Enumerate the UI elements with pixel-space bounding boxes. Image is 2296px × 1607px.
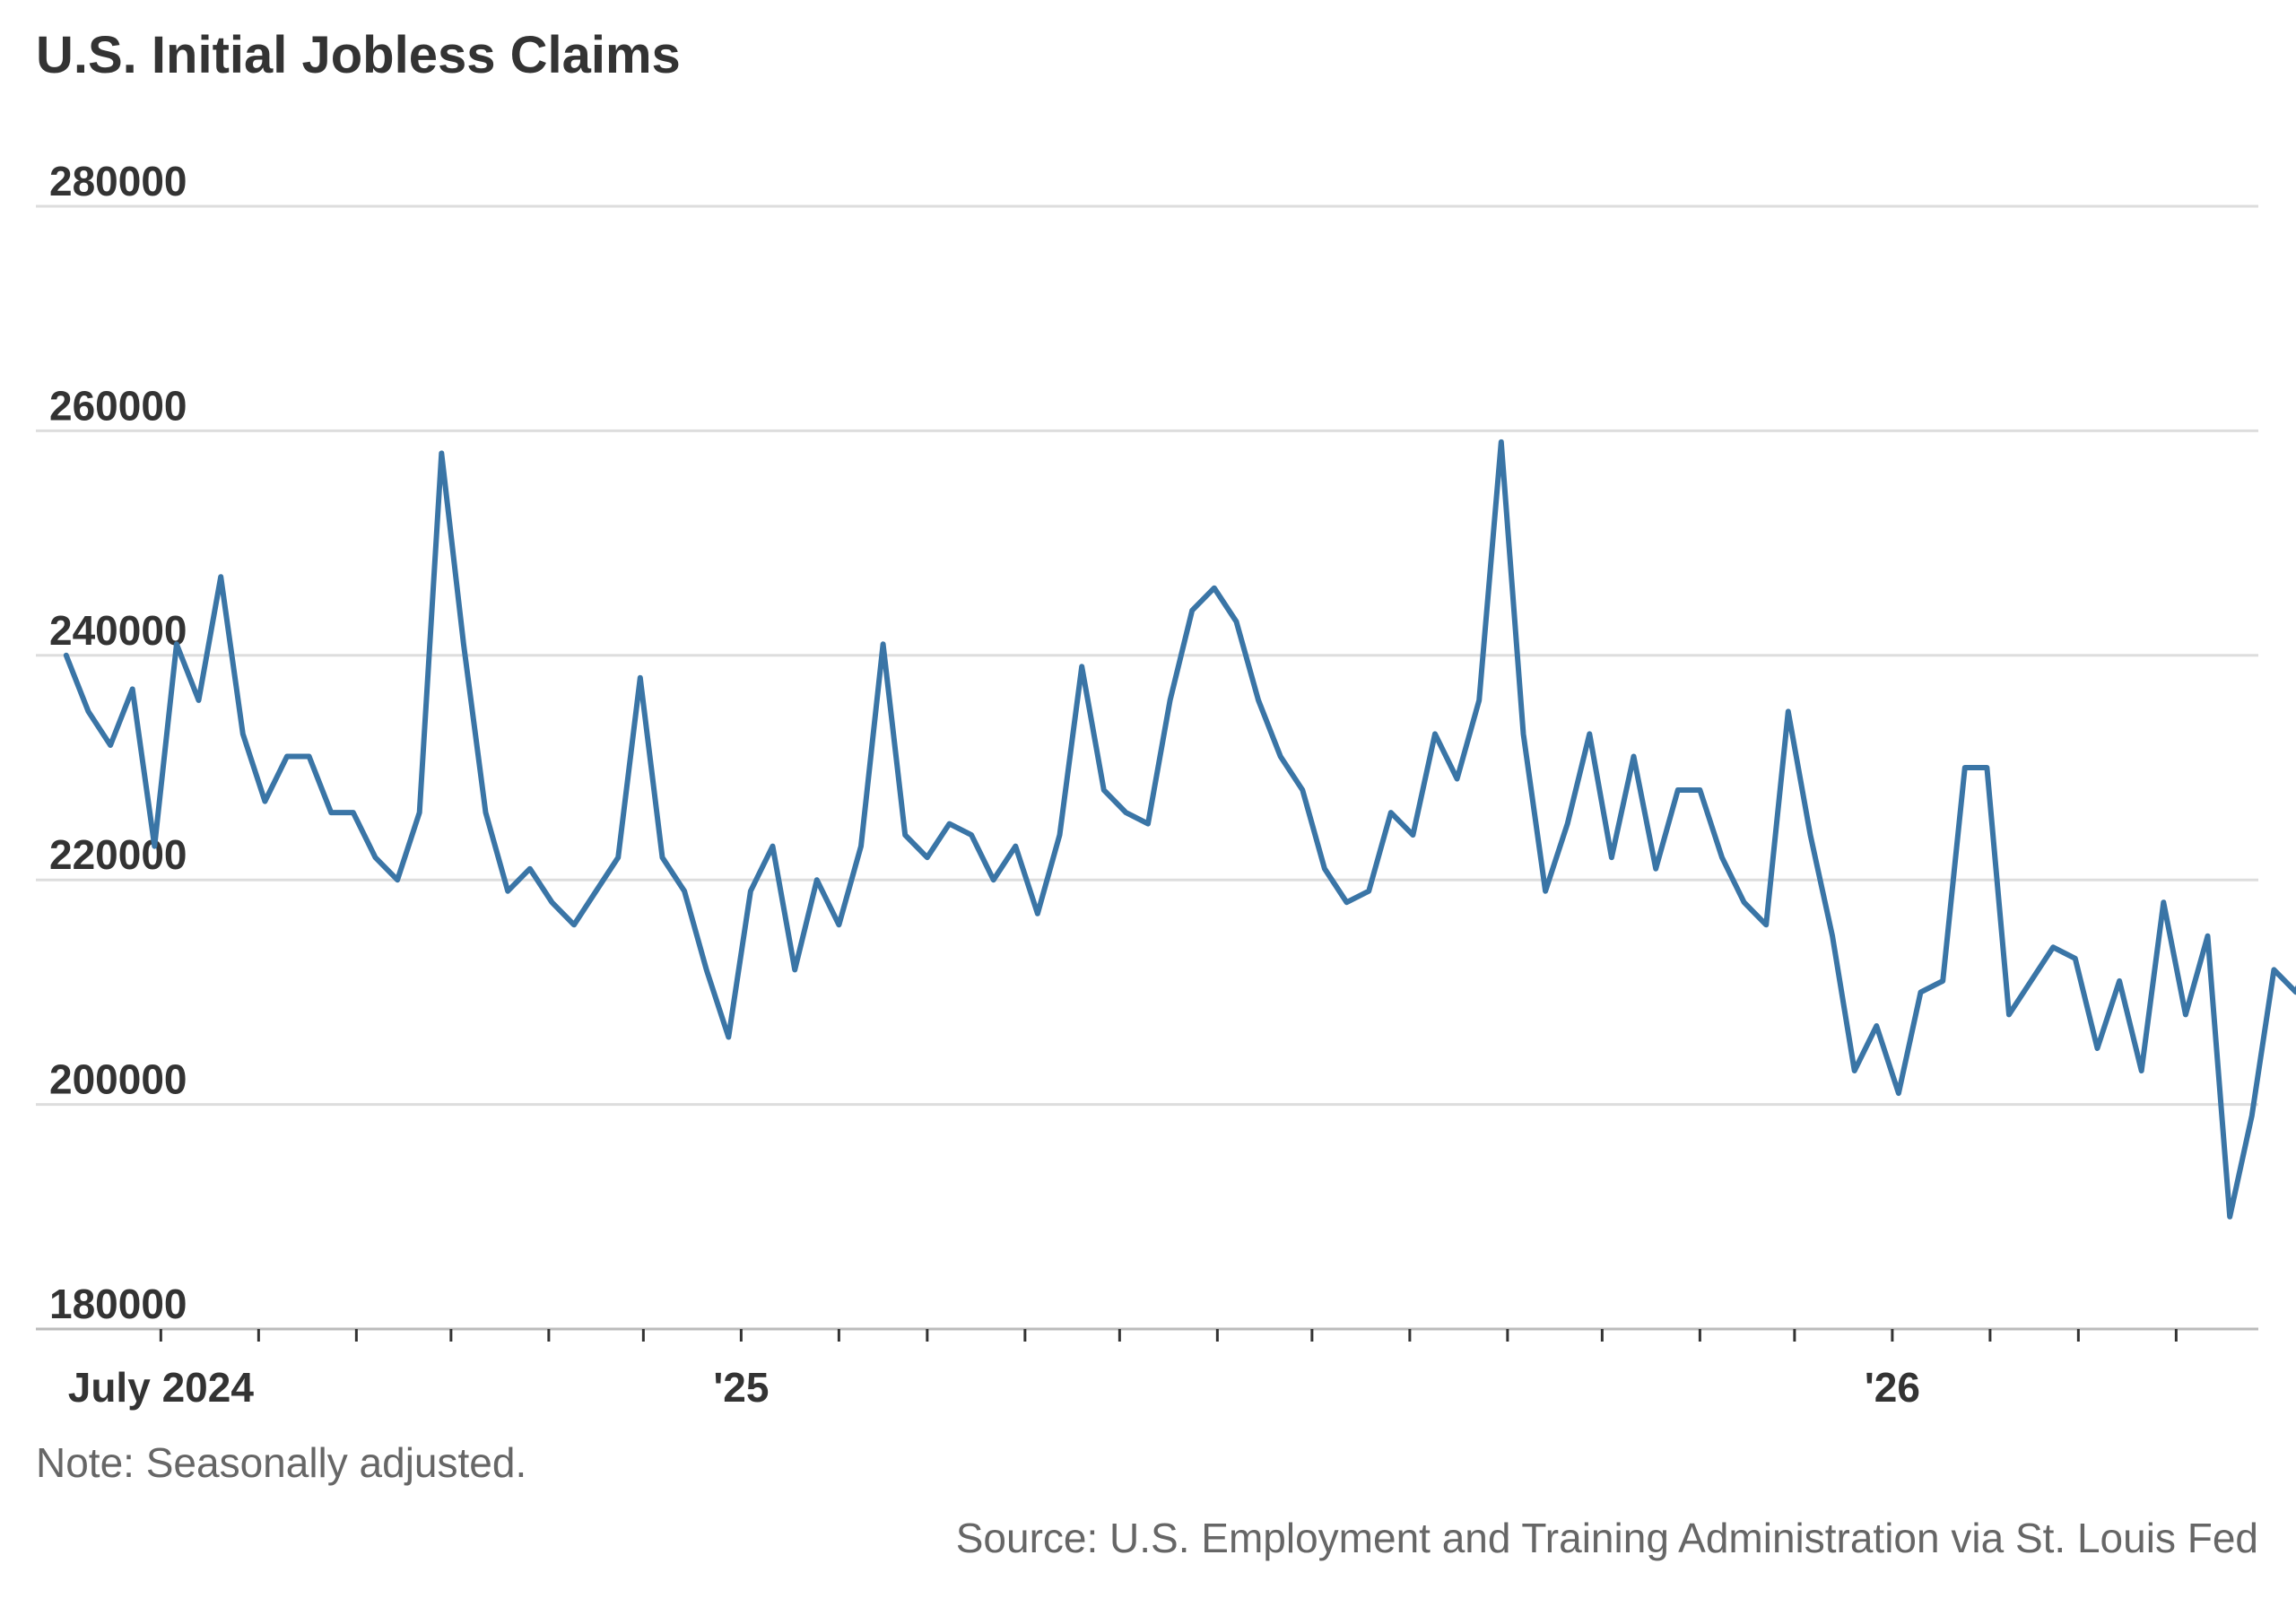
series-line-initial-claims [63, 439, 2296, 1220]
y-tick-label: 220000 [49, 831, 187, 878]
x-tick-label: '26 [1865, 1364, 1920, 1411]
y-tick-label: 200000 [49, 1056, 187, 1103]
data-series [63, 439, 2296, 1220]
x-axis [36, 1327, 2258, 1342]
y-tick-label: 260000 [49, 382, 187, 429]
x-tick-label: July 2024 [68, 1364, 255, 1411]
gridlines [36, 204, 2258, 1107]
chart-note: Note: Seasonally adjusted. [36, 1439, 527, 1486]
chart-source: Source: U.S. Employment and Training Adm… [955, 1515, 2258, 1561]
y-tick-label: 280000 [49, 158, 187, 204]
chart-title: U.S. Initial Jobless Claims [36, 26, 681, 84]
x-axis-labels: July 2024 '25 '26 [68, 1364, 1920, 1411]
x-tick-label: '25 [713, 1364, 769, 1411]
y-tick-label: 180000 [49, 1281, 187, 1327]
y-axis-labels: 180000 200000 220000 240000 260000 280000 [49, 158, 187, 1327]
y-tick-label: 240000 [49, 607, 187, 654]
